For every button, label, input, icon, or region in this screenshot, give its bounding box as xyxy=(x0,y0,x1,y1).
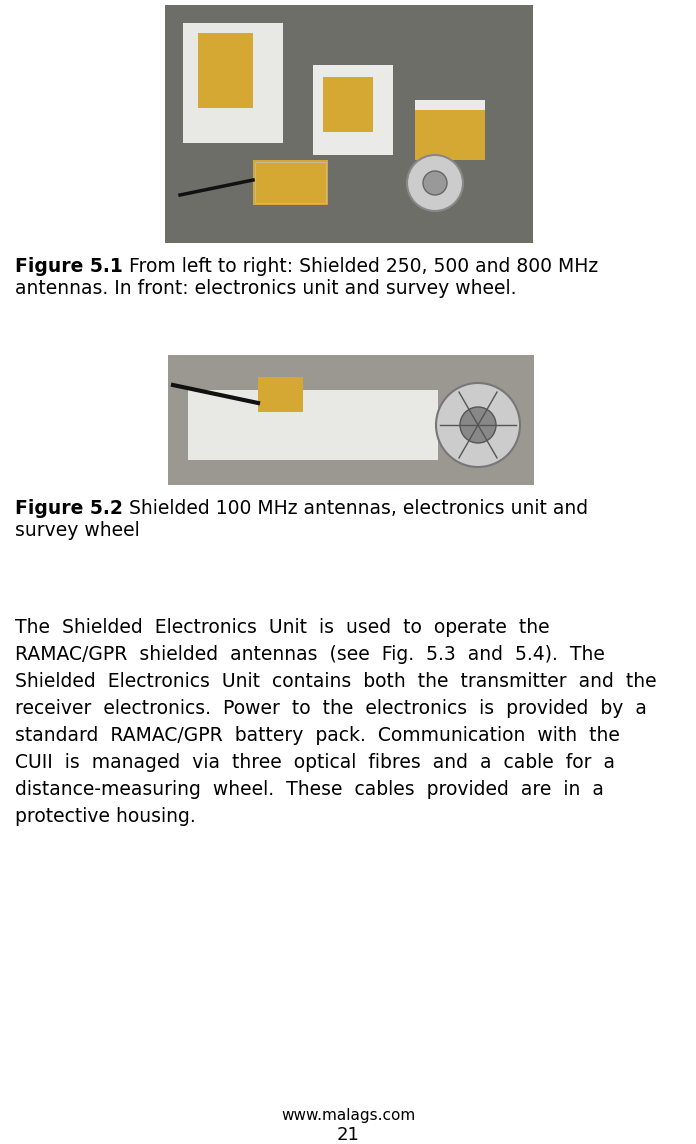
Text: From left to right: Shielded 250, 500 and 800 MHz: From left to right: Shielded 250, 500 an… xyxy=(122,257,598,276)
Text: protective housing.: protective housing. xyxy=(15,807,196,826)
Text: Shielded  Electronics  Unit  contains  both  the  transmitter  and  the: Shielded Electronics Unit contains both … xyxy=(15,672,656,691)
Text: Shielded 100 MHz antennas, electronics unit and: Shielded 100 MHz antennas, electronics u… xyxy=(123,499,588,518)
Bar xyxy=(165,5,533,243)
Text: Figure 5.1: Figure 5.1 xyxy=(15,257,122,276)
Bar xyxy=(323,77,373,132)
Text: 21: 21 xyxy=(337,1126,359,1144)
Text: The  Shielded  Electronics  Unit  is  used  to  operate  the: The Shielded Electronics Unit is used to… xyxy=(15,618,550,637)
Bar xyxy=(415,100,485,110)
Bar xyxy=(168,355,534,485)
Bar xyxy=(258,378,303,412)
Bar xyxy=(253,160,328,205)
Text: distance-measuring  wheel.  These  cables  provided  are  in  a: distance-measuring wheel. These cables p… xyxy=(15,780,604,799)
Bar xyxy=(198,33,253,108)
Text: CUII  is  managed  via  three  optical  fibres  and  a  cable  for  a: CUII is managed via three optical fibres… xyxy=(15,753,615,772)
Text: www.malags.com: www.malags.com xyxy=(281,1109,415,1123)
Bar xyxy=(415,100,485,160)
Bar xyxy=(183,23,283,143)
Text: standard  RAMAC/GPR  battery  pack.  Communication  with  the: standard RAMAC/GPR battery pack. Communi… xyxy=(15,726,620,745)
Bar xyxy=(255,162,326,202)
Circle shape xyxy=(436,383,520,467)
Bar xyxy=(313,65,393,154)
Text: Figure 5.2: Figure 5.2 xyxy=(15,499,123,518)
Circle shape xyxy=(423,170,447,194)
Text: survey wheel: survey wheel xyxy=(15,522,140,540)
Bar xyxy=(188,390,438,460)
Circle shape xyxy=(407,154,463,210)
Text: antennas. In front: electronics unit and survey wheel.: antennas. In front: electronics unit and… xyxy=(15,279,516,299)
Text: RAMAC/GPR  shielded  antennas  (see  Fig.  5.3  and  5.4).  The: RAMAC/GPR shielded antennas (see Fig. 5.… xyxy=(15,645,605,664)
Text: receiver  electronics.  Power  to  the  electronics  is  provided  by  a: receiver electronics. Power to the elect… xyxy=(15,699,647,718)
Circle shape xyxy=(460,407,496,443)
